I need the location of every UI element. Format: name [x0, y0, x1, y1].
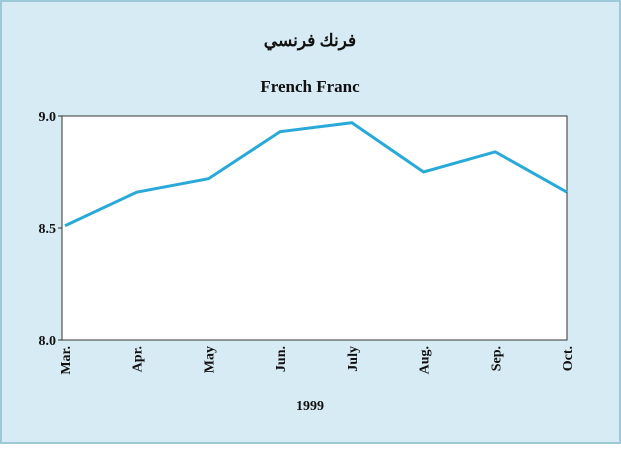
x-tick-label: Apr.: [131, 346, 146, 372]
x-tick-label: Oct.: [561, 346, 576, 371]
x-tick-label: May: [202, 346, 217, 373]
x-tick-label: Aug.: [418, 346, 433, 374]
y-tick-label: 9.0: [39, 110, 57, 125]
x-tick-label: Mar.: [59, 346, 74, 375]
y-tick-label: 8.0: [39, 334, 57, 349]
y-tick-label: 8.5: [39, 222, 57, 237]
plot-area: [61, 115, 568, 341]
x-axis-label: 1999: [296, 399, 324, 414]
chart-subtitle: French Franc: [260, 77, 360, 96]
x-tick-label: Jun.: [274, 346, 289, 372]
x-tick-label: Sep.: [489, 346, 504, 371]
chart-title: فرنك فرنسي: [264, 31, 356, 51]
x-tick-label: July: [346, 346, 361, 372]
line-series: [64, 121, 568, 228]
